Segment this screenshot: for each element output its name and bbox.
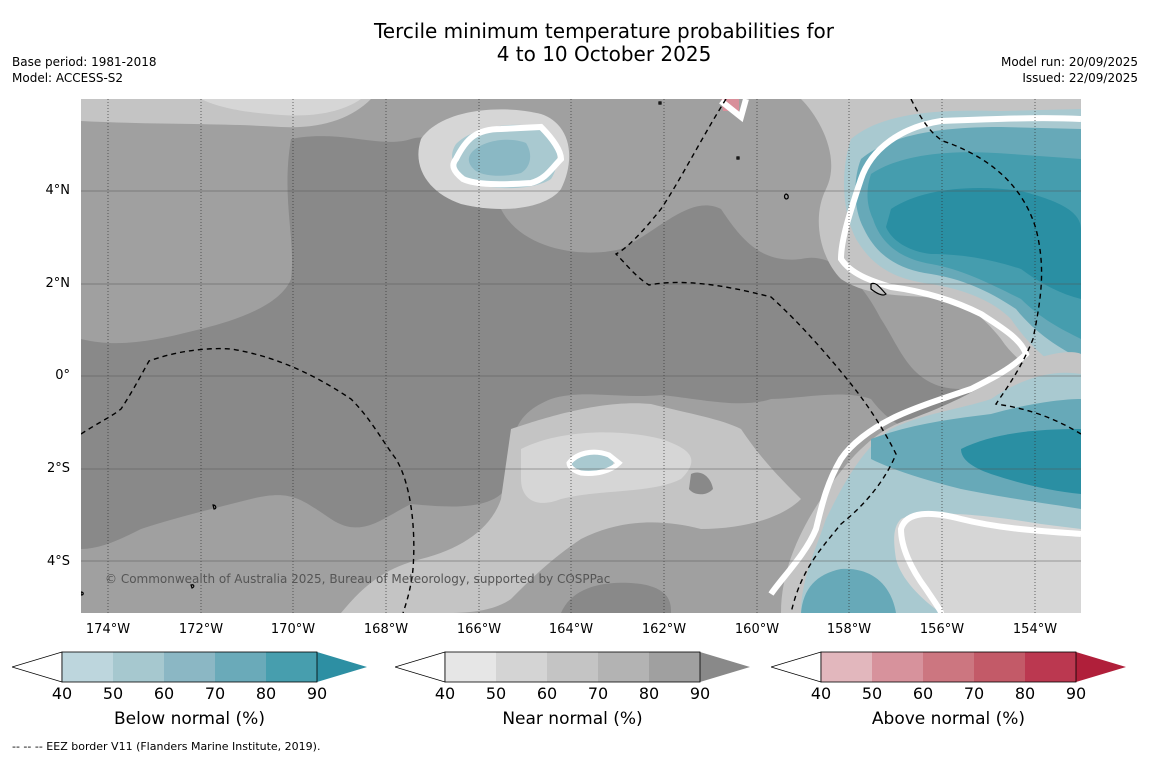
lon-label-160w: 160°W [734,622,780,637]
graticule-lat [81,190,1081,562]
cbar-below-tick-60: 60 [153,684,175,703]
lon-label-156w: 156°W [919,622,965,637]
lat-label-2n: 2°N [45,276,71,291]
cbar-above-tick-80: 80 [1014,684,1036,703]
lon-label-154w: 154°W [1012,622,1058,637]
cbar-near-title: Near normal (%) [502,709,643,729]
cbar-near-tick-50: 50 [485,684,507,703]
colorbar-above-normal [771,651,1126,683]
colorbar-below-normal [12,651,367,683]
cbar-near-tick-90: 90 [689,684,711,703]
lon-label-166w: 166°W [456,622,502,637]
probability-map [81,99,1081,613]
lat-label-4s: 4°S [46,554,70,569]
cbar-near-seg-5 [649,652,700,682]
meta-left: Base period: 1981-2018 Model: ACCESS-S2 [12,54,157,86]
cbar-below-tick-50: 50 [102,684,124,703]
below70-south-tip [801,568,896,613]
cbar-above-seg-6 [1076,652,1126,682]
near-dark-central [81,136,978,549]
near-lighter-top-left [201,99,361,116]
lat-label-4n: 4°N [45,183,71,198]
lon-label-162w: 162°W [641,622,687,637]
cbar-above-seg-5 [1025,652,1076,682]
below90-southeast [961,429,1081,494]
cbar-near-seg-0 [395,651,446,683]
cbar-above-tick-60: 60 [912,684,934,703]
cbar-near-tick-80: 80 [638,684,660,703]
islands [81,101,887,596]
cbar-below-tick-80: 80 [255,684,277,703]
colorbar-near-normal [395,651,750,683]
title-line-2: 4 to 10 October 2025 [496,42,712,66]
below60-blob-north [468,139,531,176]
lon-label-174w: 174°W [85,622,131,637]
cbar-below-seg-5 [266,652,317,682]
cbar-below-seg-3 [164,652,215,682]
eez-borders [81,99,1081,613]
cbar-below-tick-90: 90 [306,684,328,703]
cbar-below-seg-1 [62,652,113,682]
cbar-above-seg-3 [923,652,974,682]
cbar-below-title: Below normal (%) [114,709,265,729]
lon-label-170w: 170°W [270,622,316,637]
lat-label-2s: 2°S [46,461,70,476]
cbar-below-frame [61,651,318,683]
cbar-above-frame [820,651,1077,683]
cbar-near-seg-3 [547,652,598,682]
white-contour-east-north [768,115,1081,596]
below90-northeast [886,188,1081,299]
cbar-near-seg-6 [700,652,750,682]
cbar-above-seg-0 [771,651,822,683]
eez-footnote: -- -- -- EEZ border V11 (Flanders Marine… [12,740,321,753]
cbar-near-tick-40: 40 [434,684,456,703]
cbar-near-frame [444,651,701,683]
cbar-above-seg-1 [821,652,872,682]
white-contour-east-south [897,510,1081,613]
lon-label-158w: 158°W [826,622,872,637]
cbar-near-seg-4 [598,652,649,682]
cbar-below-seg-2 [113,652,164,682]
model-name: Model: ACCESS-S2 [12,71,124,85]
map-title: Tercile minimum temperature probabilitie… [300,20,908,66]
base-period: Base period: 1981-2018 [12,55,157,69]
cbar-above-seg-4 [974,652,1025,682]
lon-label-168w: 168°W [363,622,409,637]
cbar-below-tick-40: 40 [51,684,73,703]
copyright-notice: © Commonwealth of Australia 2025, Bureau… [105,572,611,586]
lon-label-172w: 172°W [178,622,224,637]
white-contour-top [719,99,749,123]
cbar-above-seg-2 [872,652,923,682]
model-run: Model run: 20/09/2025 [1000,55,1138,69]
cbar-above-tick-40: 40 [810,684,832,703]
near-lighter-southeast [894,513,1081,613]
lat-label-0: 0° [55,368,70,383]
white-contour-north [450,123,565,188]
near-dark-southwest [561,582,671,613]
cbar-above-title: Above normal (%) [871,709,1026,729]
lon-label-164w: 164°W [548,622,594,637]
meta-right: Model run: 20/09/2025 Issued: 22/09/2025 [1001,54,1138,86]
cbar-near-seg-1 [445,652,496,682]
cbar-near-tick-60: 60 [536,684,558,703]
cbar-above-tick-50: 50 [861,684,883,703]
cbar-below-seg-4 [215,652,266,682]
cbar-below-seg-0 [12,651,63,683]
near-dark-small [689,472,713,495]
cbar-above-tick-90: 90 [1065,684,1087,703]
cbar-above-tick-70: 70 [963,684,985,703]
title-line-1: Tercile minimum temperature probabilitie… [373,19,835,43]
cbar-below-seg-6 [317,652,367,682]
cbar-near-tick-70: 70 [587,684,609,703]
cbar-below-tick-70: 70 [204,684,226,703]
cbar-near-seg-2 [496,652,547,682]
issued-date: Issued: 22/09/2025 [1022,71,1138,85]
